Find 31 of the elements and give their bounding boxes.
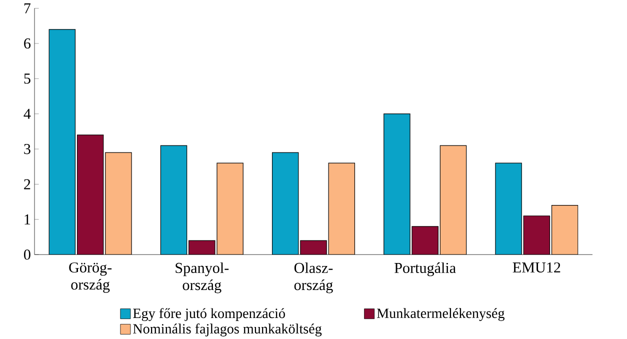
y-tick-label: 4 bbox=[24, 108, 31, 119]
y-tick-label: 0 bbox=[24, 250, 30, 260]
bar bbox=[384, 114, 410, 255]
bar bbox=[523, 216, 550, 255]
bar bbox=[551, 205, 578, 255]
y-tick-label: 5 bbox=[24, 74, 30, 84]
bar bbox=[328, 163, 355, 255]
x-tick-label: Olasz-ország bbox=[294, 262, 333, 294]
bar bbox=[188, 240, 215, 255]
y-tick-label: 1 bbox=[24, 214, 30, 224]
bar bbox=[412, 226, 438, 255]
y-tick-label: 2 bbox=[24, 179, 30, 190]
bar bbox=[77, 134, 104, 255]
bar bbox=[105, 152, 132, 255]
x-tick-label: Spanyol-ország bbox=[176, 262, 229, 294]
bar bbox=[49, 29, 76, 255]
bar bbox=[300, 240, 327, 255]
bar bbox=[216, 163, 244, 255]
bar bbox=[160, 146, 187, 255]
y-tick-label: 7 bbox=[24, 3, 31, 14]
x-tick-label: Görög-ország bbox=[69, 262, 112, 293]
y-tick-label: 3 bbox=[24, 144, 30, 154]
legend-label: Munkatermelékenység bbox=[376, 308, 505, 321]
x-tick-label: EMU12 bbox=[512, 262, 560, 273]
legend-label: Egy főre jutó kompenzáció bbox=[133, 308, 285, 322]
x-tick-label: Portugália bbox=[394, 262, 456, 276]
legend-label: Nominális fajlagos munkaköltség bbox=[133, 324, 322, 336]
bar bbox=[272, 152, 298, 255]
bar bbox=[495, 162, 522, 255]
y-tick-label: 6 bbox=[24, 38, 31, 49]
bar bbox=[440, 146, 466, 255]
